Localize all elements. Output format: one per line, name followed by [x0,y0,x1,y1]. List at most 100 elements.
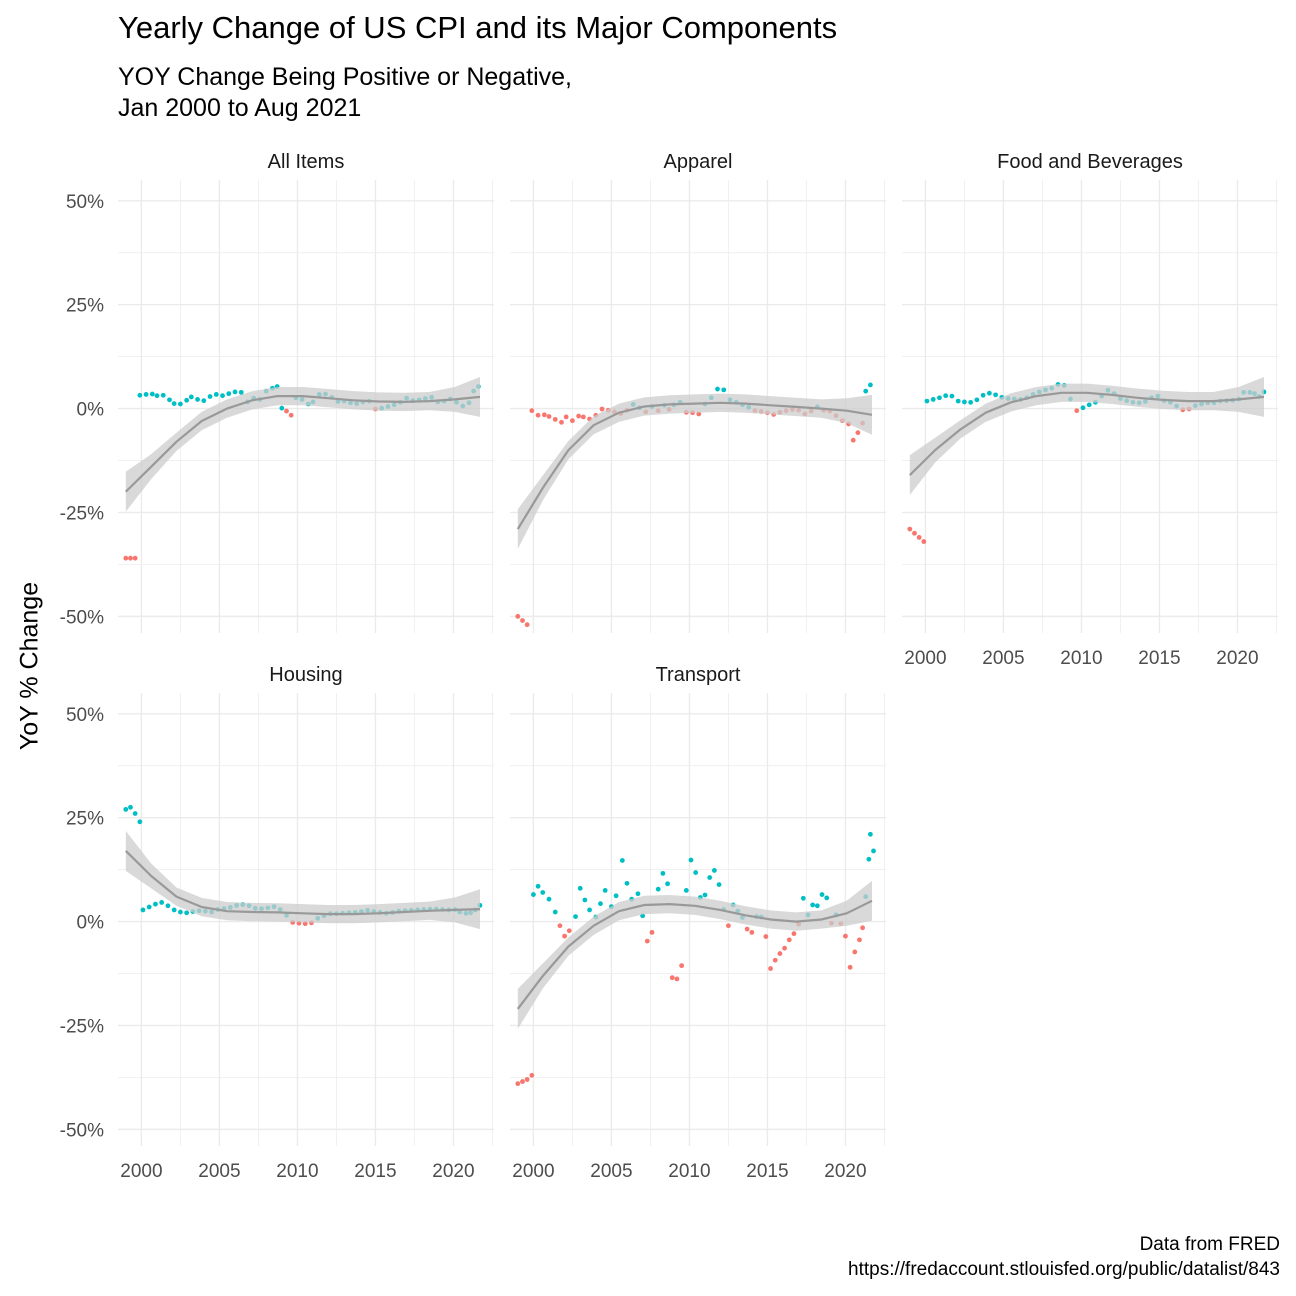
x-tick-label: 2005 [590,1161,632,1182]
data-point [535,883,541,889]
trend-line [125,850,481,916]
trend-line [516,401,873,530]
panel-title: Apparel [664,151,733,173]
data-point [559,419,564,425]
y-tick-label: -50% [60,1120,104,1141]
panel-title: All Items [268,151,345,173]
data-point [582,897,588,903]
data-point [624,880,630,886]
data-point [749,929,755,935]
caption-url: https://fredaccount.stlouisfed.org/publi… [848,1259,1280,1280]
data-point [132,811,138,816]
x-tick-label: 2010 [276,1161,318,1182]
data-point [137,819,143,825]
x-tick-label: 2000 [512,1161,554,1182]
x-tick-label: 2000 [904,648,946,669]
data-point [707,875,713,880]
panel-apparel: Apparel [510,151,886,633]
data-point [207,394,213,399]
x-tick-label: 2000 [120,1161,162,1182]
panel-title: Housing [269,664,342,686]
data-point [535,412,541,418]
data-point [696,411,702,417]
data-point [665,881,670,887]
data-point [674,976,680,982]
data-point [598,901,603,907]
data-point [520,618,525,623]
data-point [824,895,830,901]
data-point [1086,402,1092,408]
data-point [563,414,569,420]
data-point [201,398,207,404]
data-point [649,929,655,935]
data-point [288,412,294,418]
data-point [860,925,865,931]
x-tick-label: 2005 [198,1161,240,1182]
data-point [552,416,558,422]
data-point [279,405,285,411]
data-point [520,1079,525,1084]
data-point [602,888,608,893]
y-tick-label: 50% [66,192,104,213]
data-point [871,848,876,854]
y-tick-label: 50% [66,705,104,726]
data-point [573,914,578,919]
data-point [154,393,160,399]
data-point [863,388,869,394]
data-point [819,892,825,897]
data-point [171,401,177,406]
data-point [557,923,563,929]
trend-line [516,899,873,1010]
data-point [702,892,708,898]
data-point [540,890,546,895]
data-point [143,392,149,397]
x-tick-label: 2010 [668,1161,710,1182]
data-point [744,926,750,932]
data-point [160,392,166,398]
data-point [916,535,922,540]
chart-title: Yearly Change of US CPI and its Major Co… [118,10,838,45]
data-point [184,910,190,916]
data-point [843,933,848,939]
confidence-band [125,831,481,930]
data-point [669,975,675,981]
data-point [772,957,778,963]
y-tick-label: 0% [77,913,105,934]
x-tick-label: 2015 [1138,648,1180,669]
data-point [284,408,289,414]
data-point [531,892,536,897]
confidence-band [909,377,1264,495]
data-point [968,399,974,405]
data-point [587,907,592,913]
y-tick-label: -25% [60,503,104,524]
data-point [562,933,568,939]
data-point [986,390,992,396]
data-point [515,1081,521,1087]
data-point [855,430,861,436]
data-point [924,398,930,404]
data-point [763,934,769,939]
data-point [716,882,722,887]
data-point [153,901,158,907]
data-point [529,408,535,414]
data-point [949,393,955,399]
data-point [220,393,225,399]
data-point [726,923,731,929]
data-point [546,414,552,419]
data-point [943,393,949,399]
data-point [599,406,605,412]
data-point [912,530,917,536]
data-point [613,893,619,899]
data-point [577,885,583,891]
data-point [930,397,936,402]
data-point [962,399,967,405]
confidence-band [517,393,872,549]
data-point [123,555,129,561]
y-tick-label: -50% [60,607,104,628]
data-point [850,437,856,443]
x-tick-label: 2015 [354,1161,396,1182]
data-point [810,902,816,908]
data-point [146,904,152,910]
data-point [907,526,913,532]
